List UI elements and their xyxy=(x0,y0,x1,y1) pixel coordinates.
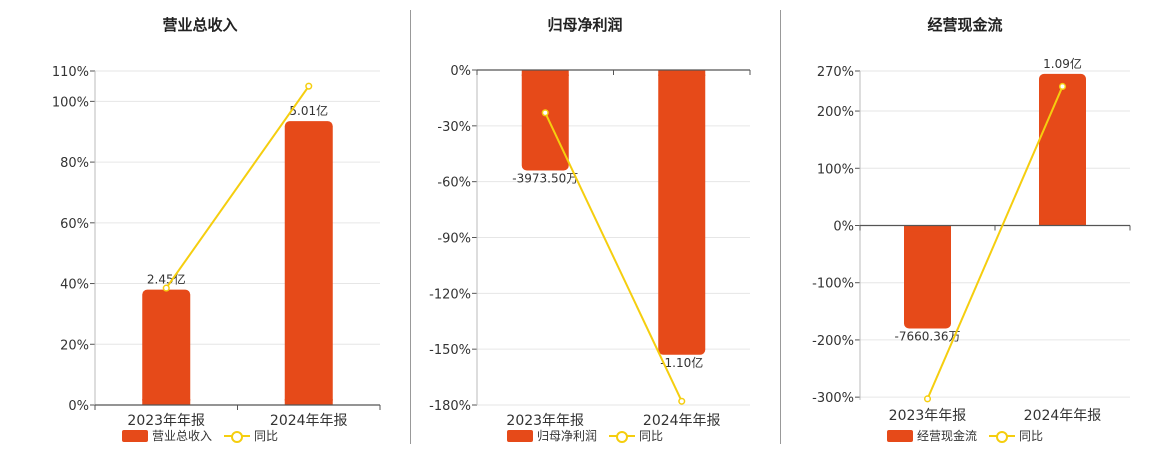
y-tick-label: -30% xyxy=(437,120,471,135)
y-tick-label: 100% xyxy=(817,162,854,177)
legend-bar-swatch xyxy=(886,429,913,442)
chart-title: 营业总收入 xyxy=(162,16,238,34)
yoy-line xyxy=(926,86,1064,400)
yoy-point xyxy=(1058,82,1067,90)
x-tick-label: 2024年年报 xyxy=(643,413,721,429)
bar xyxy=(521,70,569,171)
yoy-point xyxy=(162,284,170,292)
bar-data-label: -7660.36万 xyxy=(895,329,961,343)
x-tick-label: 2023年年报 xyxy=(127,413,205,429)
y-tick-label: 200% xyxy=(817,105,854,120)
yoy-point xyxy=(305,82,313,90)
chart-title: 经营现金流 xyxy=(927,16,1003,34)
net-profit-chart: 0% -30% -60% -90% -120% -150% -180% -3973.50万 -1… xyxy=(429,64,751,429)
legend: 营业总收入 同比 xyxy=(0,427,400,444)
legend-line-label: 同比 xyxy=(639,429,664,443)
x-tick-label: 2023年年报 xyxy=(506,413,584,429)
bar xyxy=(1039,73,1086,226)
bar-base xyxy=(521,70,569,76)
bar-data-label: 5.01亿 xyxy=(289,103,328,118)
bar-data-label: -3973.50万 xyxy=(512,172,578,186)
bar xyxy=(284,121,333,405)
bar-base xyxy=(142,399,191,405)
net-profit-chart-panel: 归母净利润 0% -30% -60% -90% -120% -150% -180% -3973… xyxy=(390,0,780,450)
bar-data-label: 2.45亿 xyxy=(147,272,186,287)
bar-base xyxy=(1039,219,1086,226)
y-tick-label: 270% xyxy=(817,65,854,80)
bar xyxy=(658,70,706,355)
y-tick-label: 0% xyxy=(833,219,854,234)
y-tick-label: -60% xyxy=(437,176,471,191)
legend-line-label: 同比 xyxy=(254,429,279,443)
y-tick-label: -100% xyxy=(812,277,854,292)
panel-divider xyxy=(410,10,411,444)
yoy-point xyxy=(678,397,686,405)
x-tick-label: 2023年年报 xyxy=(889,408,967,424)
bar xyxy=(904,225,951,329)
y-tick-label: -150% xyxy=(429,343,471,358)
legend: 经营现金流 同比 xyxy=(770,427,1160,444)
legend-bar-label: 经营现金流 xyxy=(916,429,977,443)
y-tick-label: -120% xyxy=(429,287,471,302)
cash-flow-chart-panel: 经营现金流 270% 200% 100% 0% -100% -200% -300% -7660… xyxy=(770,0,1160,450)
legend-bar-label: 归母净利润 xyxy=(536,429,597,443)
cash-flow-chart: 270% 200% 100% 0% -100% -200% -300% -7660.36万 1.… xyxy=(812,56,1131,424)
y-tick-label: 40% xyxy=(60,278,89,293)
yoy-point xyxy=(541,109,549,117)
yoy-point xyxy=(923,395,932,403)
legend-line-swatch xyxy=(609,430,635,443)
y-tick-label: 60% xyxy=(60,217,89,232)
yoy-line xyxy=(165,85,310,289)
x-tick-label: 2024年年报 xyxy=(270,413,348,429)
chart-title: 归母净利润 xyxy=(547,16,623,34)
legend-line-swatch xyxy=(224,430,250,443)
y-tick-label: 110% xyxy=(52,65,89,80)
y-tick-label: 100% xyxy=(52,95,89,110)
revenue-chart-panel: 营业总收入 0% 20% 40% 60% 80% 100% 110% 2.45亿 5.01亿 20… xyxy=(0,0,400,450)
y-tick-label: 80% xyxy=(60,156,89,171)
legend: 归母净利润 同比 xyxy=(390,427,780,444)
legend-line-label: 同比 xyxy=(1019,429,1044,443)
legend-bar-swatch xyxy=(506,429,533,442)
y-tick-label: 0% xyxy=(68,399,89,414)
yoy-line xyxy=(544,112,683,402)
bar-base xyxy=(284,399,333,405)
legend-line-swatch xyxy=(989,430,1015,443)
bar-data-label: -1.10亿 xyxy=(660,355,703,370)
bar-data-label: 1.09亿 xyxy=(1043,56,1082,71)
bar-base xyxy=(658,70,706,76)
bar xyxy=(142,289,191,405)
y-tick-label: -180% xyxy=(429,399,471,414)
legend-bar-label: 营业总收入 xyxy=(151,429,212,443)
y-tick-label: -300% xyxy=(812,391,854,406)
panel-divider xyxy=(780,10,781,444)
bar-base xyxy=(904,225,951,232)
y-tick-label: 0% xyxy=(450,64,471,79)
legend-bar-swatch xyxy=(121,429,148,442)
y-tick-label: -90% xyxy=(437,232,471,247)
x-tick-label: 2024年年报 xyxy=(1024,408,1102,424)
revenue-chart: 0% 20% 40% 60% 80% 100% 110% 2.45亿 5.01亿 2023年年报 2… xyxy=(52,65,381,429)
y-tick-label: 20% xyxy=(60,338,89,353)
y-tick-label: -200% xyxy=(812,334,854,349)
